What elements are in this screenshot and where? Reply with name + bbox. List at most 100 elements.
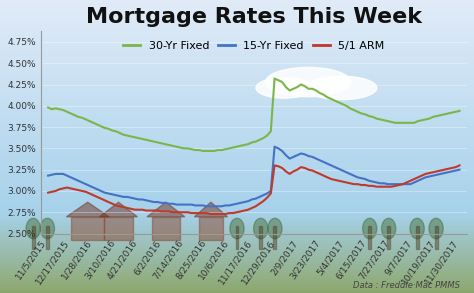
Bar bbox=[71, 217, 104, 240]
Ellipse shape bbox=[230, 218, 244, 239]
Bar bbox=[0, 243, 474, 246]
Bar bbox=[0, 202, 474, 205]
Bar bbox=[0, 193, 474, 196]
Bar bbox=[104, 217, 133, 240]
Bar bbox=[0, 272, 474, 275]
Bar bbox=[0, 85, 474, 88]
Polygon shape bbox=[100, 202, 137, 217]
Bar bbox=[0, 111, 474, 114]
Bar bbox=[0, 126, 474, 129]
Bar bbox=[0, 3, 474, 6]
Bar bbox=[0, 264, 474, 267]
Ellipse shape bbox=[363, 218, 377, 239]
Bar bbox=[0, 220, 474, 223]
Bar bbox=[0, 152, 474, 155]
Bar bbox=[0, 91, 474, 94]
Bar bbox=[0, 226, 474, 229]
Bar bbox=[0, 50, 474, 53]
Ellipse shape bbox=[306, 76, 377, 100]
Bar bbox=[0, 258, 474, 261]
Ellipse shape bbox=[26, 218, 40, 239]
Bar bbox=[0, 161, 474, 164]
Bar bbox=[0, 211, 474, 214]
Bar bbox=[0, 67, 474, 70]
Bar bbox=[0, 188, 474, 190]
Bar bbox=[387, 226, 390, 249]
Bar bbox=[0, 35, 474, 38]
Bar bbox=[273, 226, 276, 249]
Bar bbox=[0, 47, 474, 50]
Bar bbox=[152, 217, 180, 240]
Ellipse shape bbox=[254, 218, 268, 239]
Bar bbox=[0, 59, 474, 62]
Bar bbox=[0, 267, 474, 270]
Bar bbox=[0, 38, 474, 41]
Bar bbox=[0, 205, 474, 208]
Bar bbox=[32, 226, 35, 249]
Bar bbox=[0, 73, 474, 76]
Bar bbox=[0, 278, 474, 281]
Bar bbox=[0, 149, 474, 152]
Bar bbox=[0, 167, 474, 170]
Ellipse shape bbox=[265, 67, 351, 97]
Bar bbox=[0, 76, 474, 79]
Ellipse shape bbox=[382, 218, 396, 239]
Bar bbox=[0, 12, 474, 15]
Bar bbox=[0, 108, 474, 111]
Bar bbox=[0, 290, 474, 293]
Bar bbox=[0, 32, 474, 35]
Bar bbox=[0, 120, 474, 123]
Text: Data : Freddie·Mac PMMS: Data : Freddie·Mac PMMS bbox=[353, 281, 460, 290]
Bar bbox=[0, 70, 474, 73]
Bar bbox=[0, 29, 474, 32]
Bar bbox=[0, 26, 474, 29]
Bar bbox=[0, 249, 474, 252]
Bar bbox=[0, 56, 474, 59]
Bar bbox=[0, 208, 474, 211]
Bar bbox=[0, 190, 474, 193]
Bar bbox=[0, 64, 474, 67]
Bar bbox=[0, 53, 474, 56]
Bar bbox=[0, 284, 474, 287]
Ellipse shape bbox=[40, 218, 55, 239]
Bar bbox=[0, 100, 474, 103]
Bar bbox=[0, 237, 474, 240]
Bar bbox=[0, 214, 474, 217]
Bar bbox=[0, 6, 474, 9]
Bar bbox=[0, 138, 474, 141]
Polygon shape bbox=[194, 202, 228, 217]
Bar bbox=[0, 281, 474, 284]
Bar bbox=[0, 79, 474, 82]
Bar bbox=[0, 123, 474, 126]
Ellipse shape bbox=[268, 218, 282, 239]
Bar bbox=[0, 141, 474, 144]
Bar bbox=[0, 135, 474, 138]
Bar bbox=[0, 217, 474, 220]
Bar bbox=[0, 261, 474, 264]
Bar bbox=[0, 255, 474, 258]
Bar bbox=[0, 82, 474, 85]
Bar bbox=[0, 144, 474, 146]
Ellipse shape bbox=[429, 218, 443, 239]
Bar bbox=[0, 196, 474, 199]
Bar bbox=[0, 117, 474, 120]
Bar bbox=[46, 226, 49, 249]
Bar bbox=[0, 15, 474, 18]
Bar bbox=[0, 103, 474, 105]
Bar bbox=[0, 229, 474, 231]
Bar bbox=[0, 114, 474, 117]
Bar bbox=[259, 226, 262, 249]
Polygon shape bbox=[147, 202, 185, 217]
Bar bbox=[0, 21, 474, 23]
Bar bbox=[0, 18, 474, 21]
Bar bbox=[0, 176, 474, 179]
Ellipse shape bbox=[410, 218, 424, 239]
Bar bbox=[0, 44, 474, 47]
Bar bbox=[0, 62, 474, 64]
Polygon shape bbox=[66, 202, 109, 217]
Bar bbox=[0, 173, 474, 176]
Bar bbox=[0, 0, 474, 3]
Bar bbox=[0, 94, 474, 97]
Bar bbox=[0, 270, 474, 272]
Bar bbox=[0, 179, 474, 182]
